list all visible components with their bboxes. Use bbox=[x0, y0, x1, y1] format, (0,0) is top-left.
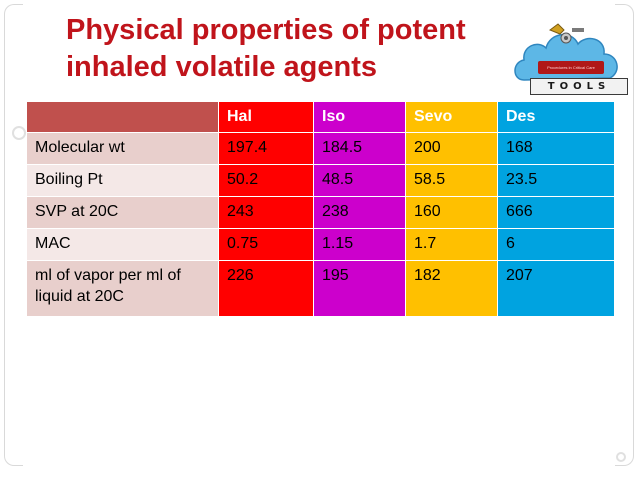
table-header-row: Hal Iso Sevo Des bbox=[26, 101, 615, 133]
table-cell: 238 bbox=[313, 196, 406, 229]
table-cell: 1.7 bbox=[405, 228, 498, 261]
table-row: Molecular wt 197.4 184.5 200 168 bbox=[26, 132, 615, 165]
table-cell: 160 bbox=[405, 196, 498, 229]
column-header-iso: Iso bbox=[313, 101, 406, 133]
table-cell: 197.4 bbox=[218, 132, 314, 165]
decorative-dot-right bbox=[616, 452, 626, 462]
table-row: ml of vapor per ml of liquid at 20C 226 … bbox=[26, 260, 615, 317]
slide-title: Physical properties of potent inhaled vo… bbox=[66, 12, 566, 86]
logo-wordmark: TOOLS bbox=[530, 78, 628, 95]
row-label: ml of vapor per ml of liquid at 20C bbox=[26, 260, 219, 317]
table-cell: 182 bbox=[405, 260, 498, 317]
properties-table: Hal Iso Sevo Des Molecular wt 197.4 184.… bbox=[26, 101, 615, 317]
table-cell: 200 bbox=[405, 132, 498, 165]
row-label: Boiling Pt bbox=[26, 164, 219, 197]
table-cell: 6 bbox=[497, 228, 615, 261]
table-cell: 184.5 bbox=[313, 132, 406, 165]
table-cell: 168 bbox=[497, 132, 615, 165]
table-cell: 207 bbox=[497, 260, 615, 317]
tools-logo: Procedures in Critical Care TOOLS bbox=[510, 22, 628, 100]
row-label: SVP at 20C bbox=[26, 196, 219, 229]
table-cell: 226 bbox=[218, 260, 314, 317]
table-cell: 195 bbox=[313, 260, 406, 317]
column-header-sevo: Sevo bbox=[405, 101, 498, 133]
table-row: SVP at 20C 243 238 160 666 bbox=[26, 196, 615, 229]
header-corner-cell bbox=[26, 101, 219, 133]
slide-frame-right bbox=[615, 4, 634, 466]
table-row: Boiling Pt 50.2 48.5 58.5 23.5 bbox=[26, 164, 615, 197]
table-cell: 666 bbox=[497, 196, 615, 229]
column-header-des: Des bbox=[497, 101, 615, 133]
title-line-1: Physical properties of potent bbox=[66, 14, 466, 46]
table-row: MAC 0.75 1.15 1.7 6 bbox=[26, 228, 615, 261]
table-cell: 1.15 bbox=[313, 228, 406, 261]
table-cell: 23.5 bbox=[497, 164, 615, 197]
column-header-hal: Hal bbox=[218, 101, 314, 133]
table-cell: 58.5 bbox=[405, 164, 498, 197]
table-cell: 243 bbox=[218, 196, 314, 229]
table-cell: 0.75 bbox=[218, 228, 314, 261]
table-cell: 48.5 bbox=[313, 164, 406, 197]
row-label: Molecular wt bbox=[26, 132, 219, 165]
title-line-2: inhaled volatile agents bbox=[66, 51, 378, 83]
row-label: MAC bbox=[26, 228, 219, 261]
slide-frame-left bbox=[4, 4, 23, 466]
decorative-dot-left bbox=[12, 126, 26, 140]
table-cell: 50.2 bbox=[218, 164, 314, 197]
logo-tagline: Procedures in Critical Care bbox=[538, 61, 604, 74]
